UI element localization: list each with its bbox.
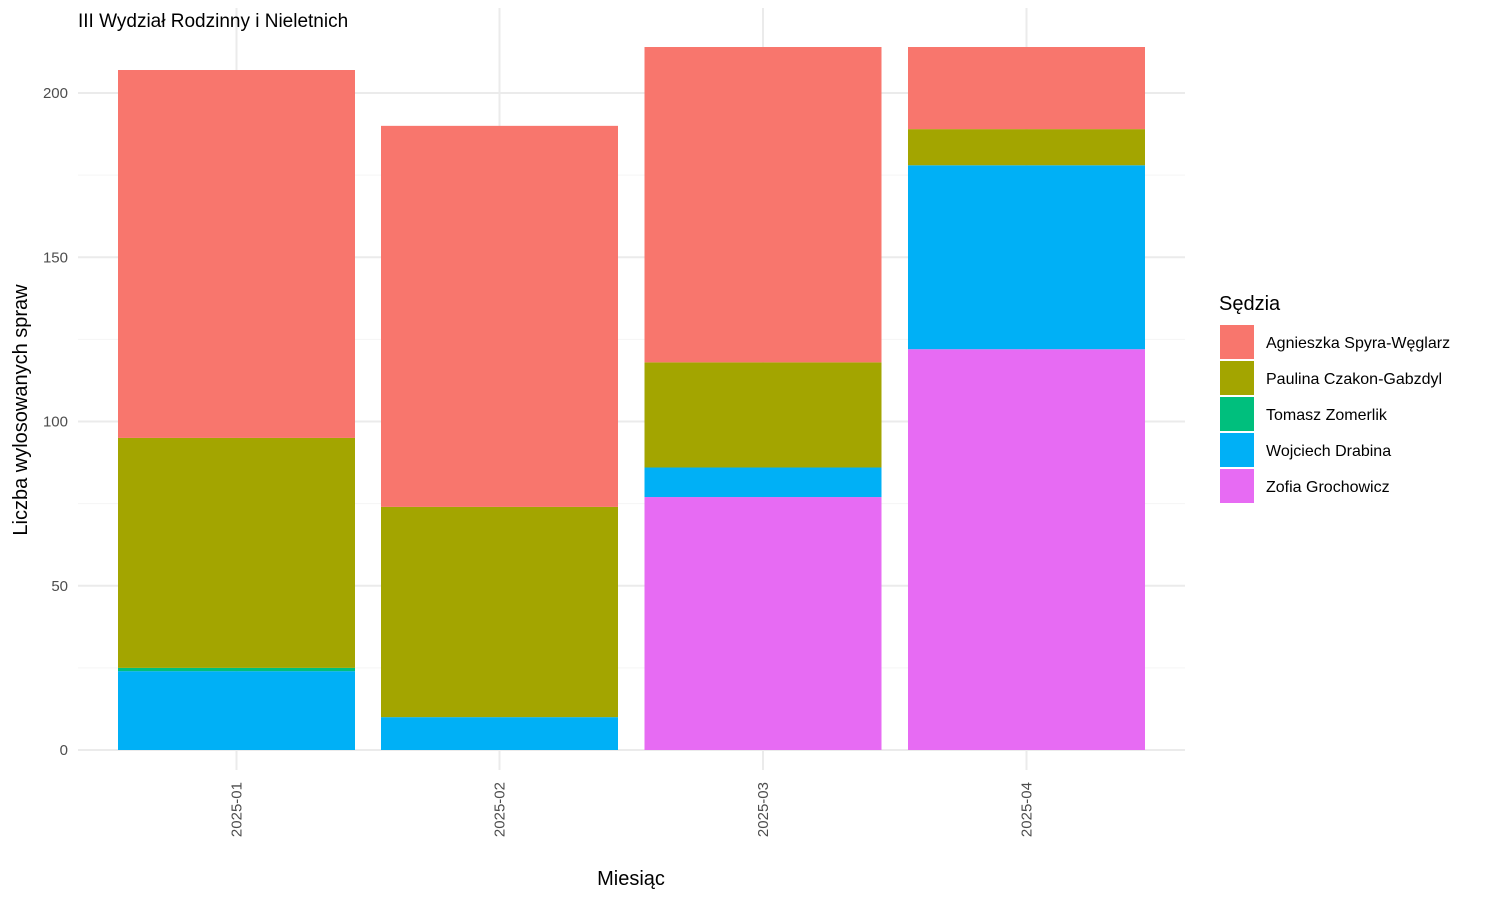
legend-swatch bbox=[1220, 433, 1254, 467]
x-tick-label: 2025-02 bbox=[492, 782, 509, 837]
legend-label: Paulina Czakon-Gabzdyl bbox=[1266, 371, 1442, 388]
x-tick-label: 2025-04 bbox=[1019, 782, 1036, 837]
legend-item: Wojciech Drabina bbox=[1220, 433, 1391, 467]
y-axis-tick-labels: 0 50 100 150 200 bbox=[43, 85, 68, 759]
legend-swatch bbox=[1220, 397, 1254, 431]
bar-segment bbox=[381, 506, 618, 718]
bar-segment bbox=[118, 671, 355, 750]
bar-segment bbox=[644, 467, 882, 498]
x-axis-title: Miesiąc bbox=[597, 868, 665, 890]
legend-label: Agnieszka Spyra-Węglarz bbox=[1266, 335, 1450, 352]
legend-label: Tomasz Zomerlik bbox=[1266, 407, 1388, 424]
legend-swatch bbox=[1220, 361, 1254, 395]
y-axis-title: Liczba wylosowanych spraw bbox=[10, 284, 32, 536]
bar-segment bbox=[118, 437, 355, 668]
legend: Sędzia Agnieszka Spyra-Węglarz Paulina Cz… bbox=[1219, 293, 1450, 503]
legend-swatch bbox=[1220, 325, 1254, 359]
y-tick-label: 50 bbox=[51, 578, 68, 595]
legend-item: Agnieszka Spyra-Węglarz bbox=[1220, 325, 1450, 359]
x-tick-label: 2025-03 bbox=[755, 782, 772, 837]
y-tick-label: 100 bbox=[43, 414, 68, 431]
legend-item: Paulina Czakon-Gabzdyl bbox=[1220, 361, 1442, 395]
bar-segment bbox=[908, 47, 1145, 130]
bar-segment bbox=[644, 47, 882, 363]
legend-swatch bbox=[1220, 469, 1254, 503]
x-tick-label: 2025-01 bbox=[229, 782, 246, 837]
bar-segment bbox=[644, 362, 882, 468]
legend-items: Agnieszka Spyra-Węglarz Paulina Czakon-Ga… bbox=[1220, 325, 1450, 503]
y-tick-label: 0 bbox=[60, 742, 68, 759]
y-tick-label: 200 bbox=[43, 85, 68, 102]
bar-segment bbox=[381, 125, 618, 507]
y-tick-label: 150 bbox=[43, 249, 68, 266]
bar-segment bbox=[908, 349, 1145, 750]
legend-title: Sędzia bbox=[1219, 293, 1281, 315]
bar-segment bbox=[118, 70, 355, 438]
bar-segment bbox=[908, 129, 1145, 166]
legend-item: Tomasz Zomerlik bbox=[1220, 397, 1388, 431]
bar-segment bbox=[644, 497, 882, 750]
bar-segment bbox=[118, 667, 355, 672]
legend-item: Zofia Grochowicz bbox=[1220, 469, 1390, 503]
bars bbox=[118, 47, 1145, 750]
x-axis-tick-labels: 2025-01 2025-02 2025-03 2025-04 bbox=[229, 782, 1036, 837]
bar-segment bbox=[381, 717, 618, 750]
legend-label: Wojciech Drabina bbox=[1266, 443, 1391, 460]
chart-title: III Wydział Rodzinny i Nieletnich bbox=[78, 11, 348, 32]
bar-segment bbox=[908, 165, 1145, 350]
legend-label: Zofia Grochowicz bbox=[1266, 479, 1390, 496]
